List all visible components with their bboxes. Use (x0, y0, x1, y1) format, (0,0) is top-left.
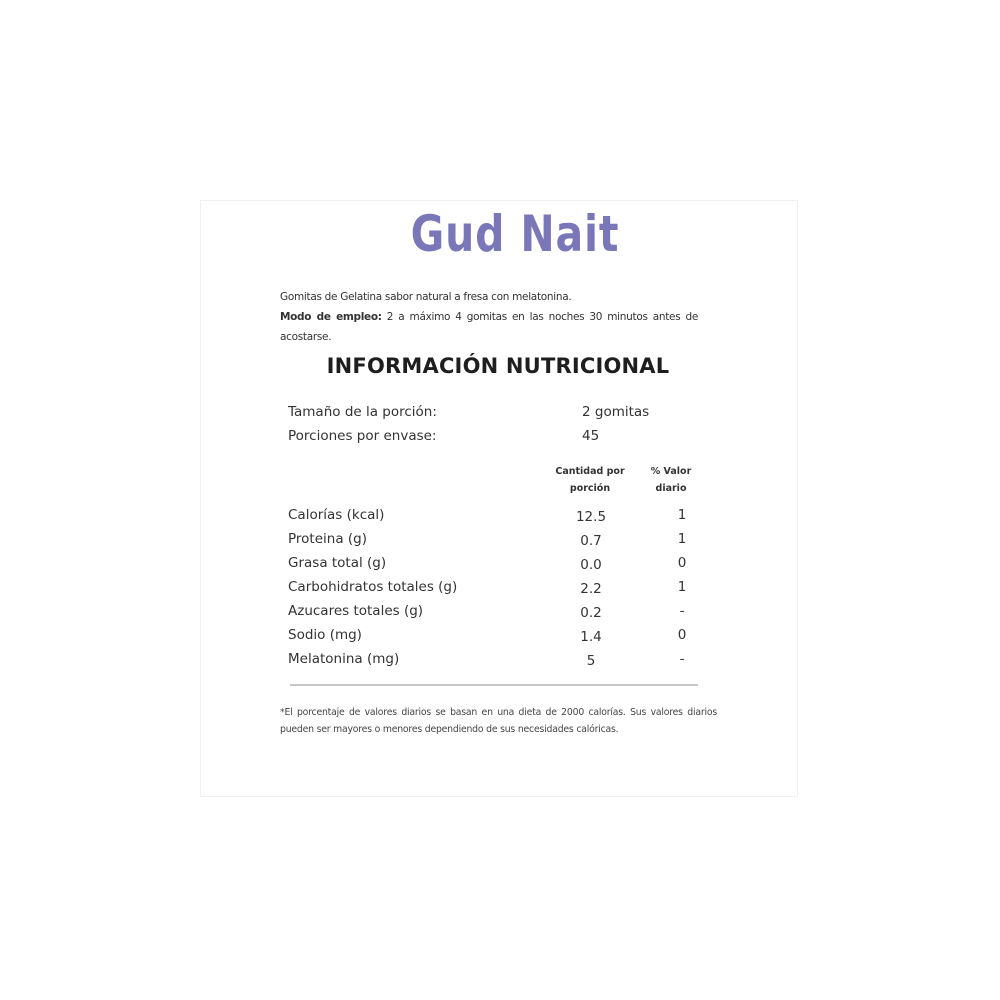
nutrient-daily-value: 0 (677, 555, 687, 571)
nutrient-amount: 12.5 (575, 509, 607, 525)
nutrient-name: Melatonina (mg) (288, 651, 400, 667)
nutrient-amount: 5 (586, 653, 596, 669)
nutrient-daily-value: 0 (677, 627, 687, 643)
nutrient-amount: 0.0 (580, 557, 602, 573)
nutrient-daily-value: - (679, 651, 685, 667)
product-description: Gomitas de Gelatina sabor natural a fres… (280, 287, 698, 347)
servings-per-container-label: Porciones por envase: (288, 428, 437, 444)
nutrition-heading: INFORMACIÓN NUTRICIONAL (326, 354, 670, 378)
brand-logo: Gud Nait (410, 205, 620, 263)
footnote: *El porcentaje de valores diarios se bas… (280, 707, 717, 735)
nutrient-name: Grasa total (g) (288, 555, 387, 571)
serving-size-value: 2 gomitas (582, 404, 650, 420)
usage-text: 2 a máximo 4 gomitas en las noches 30 mi… (280, 311, 698, 343)
nutrient-name: Proteina (g) (288, 531, 367, 547)
nutrient-name: Azucares totales (g) (288, 603, 424, 619)
usage-label: Modo de empleo: (280, 311, 382, 323)
nutrient-name: Calorías (kcal) (288, 507, 385, 523)
description-text: Gomitas de Gelatina sabor natural a fres… (280, 291, 572, 303)
column-header-daily-value: % Valor diario (650, 466, 692, 494)
serving-size-label: Tamaño de la porción: (288, 404, 437, 420)
column-header-amount: Cantidad por porción (555, 466, 625, 494)
nutrient-name: Carbohidratos totales (g) (288, 579, 458, 595)
nutrient-daily-value: 1 (677, 579, 687, 595)
nutrient-daily-value: 1 (677, 531, 687, 547)
nutrient-amount: 2.2 (580, 581, 602, 597)
divider (290, 684, 698, 686)
nutrient-daily-value: - (679, 603, 685, 619)
servings-per-container-value: 45 (582, 428, 600, 444)
nutrient-name: Sodio (mg) (288, 627, 362, 643)
nutrient-amount: 1.4 (580, 629, 602, 645)
nutrient-daily-value: 1 (677, 507, 687, 523)
nutrient-amount: 0.7 (580, 533, 602, 549)
nutrient-amount: 0.2 (580, 605, 602, 621)
label-card (200, 200, 798, 797)
